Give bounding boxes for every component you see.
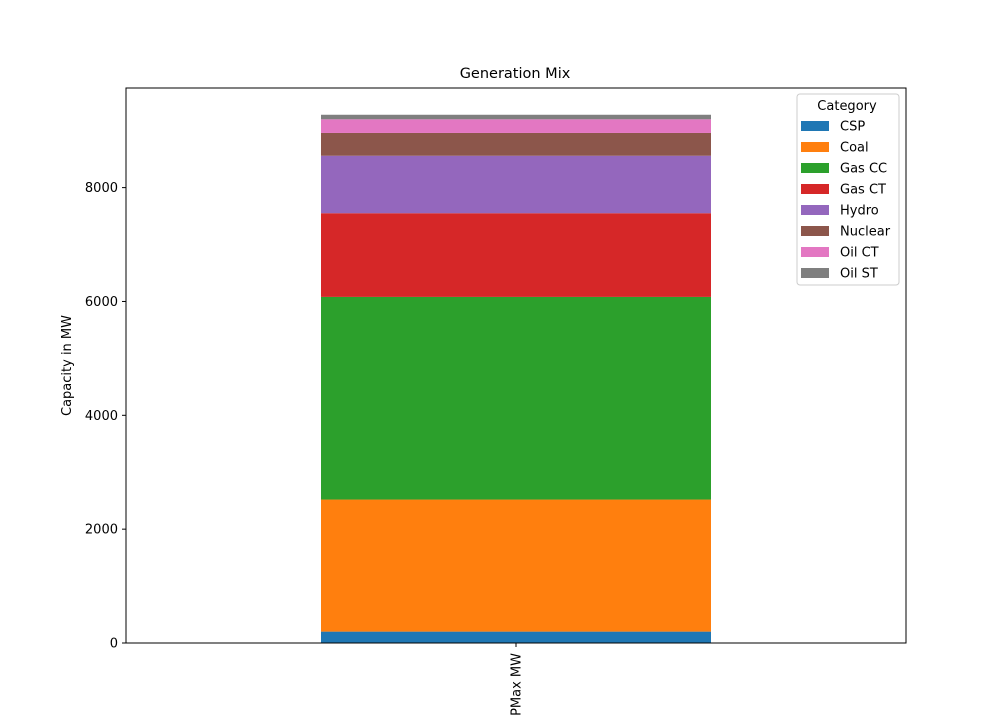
- bar-segment-oil-ct: [321, 119, 711, 133]
- x-axis: PMax MW: [510, 643, 525, 716]
- bar-segment-hydro: [321, 155, 711, 214]
- bar-segment-gas-ct: [321, 213, 711, 297]
- bar-segment-coal: [321, 499, 711, 632]
- legend-label: Coal: [840, 141, 869, 156]
- legend-label: Oil ST: [840, 267, 878, 282]
- y-tick-label: 6000: [85, 295, 118, 310]
- x-tick-label: PMax MW: [510, 653, 525, 716]
- y-tick-label: 0: [110, 637, 118, 652]
- legend-swatch: [801, 142, 829, 152]
- y-tick-label: 4000: [85, 409, 118, 424]
- legend-label: Oil CT: [840, 246, 879, 261]
- legend-label: Hydro: [840, 204, 879, 219]
- chart-title: Generation Mix: [460, 66, 571, 82]
- bar-segment-gas-cc: [321, 296, 711, 500]
- legend-swatch: [801, 184, 829, 194]
- bar-segment-nuclear: [321, 132, 711, 156]
- y-tick-label: 8000: [85, 181, 118, 196]
- legend-swatch: [801, 247, 829, 257]
- legend-frame: [796, 93, 900, 286]
- legend-swatch: [801, 226, 829, 236]
- y-axis-label: Capacity in MW: [60, 315, 75, 416]
- legend-label: Gas CT: [840, 183, 886, 198]
- legend-label: Gas CC: [840, 162, 887, 177]
- legend-swatch: [801, 121, 829, 131]
- bar-segment-oil-st: [321, 114, 711, 120]
- y-tick-label: 2000: [85, 523, 118, 538]
- legend-title: Category: [817, 99, 877, 114]
- bar-segment-csp: [321, 631, 711, 643]
- legend-swatch: [801, 205, 829, 215]
- legend-label: Nuclear: [840, 225, 891, 240]
- legend-swatch: [801, 268, 829, 278]
- plot-area-frame: [125, 87, 907, 644]
- y-axis: 0 2000 4000 6000 8000: [85, 181, 126, 652]
- legend-label: CSP: [840, 120, 865, 135]
- stacked-bar-group: [321, 114, 711, 643]
- legend-items: CSP Coal Gas CC Gas CT Hydro Nuclear Oil CT Oil…: [801, 120, 891, 282]
- legend: Category CSP Coal Gas CC Gas CT Hydro Nuclear…: [796, 93, 900, 286]
- legend-swatch: [801, 163, 829, 173]
